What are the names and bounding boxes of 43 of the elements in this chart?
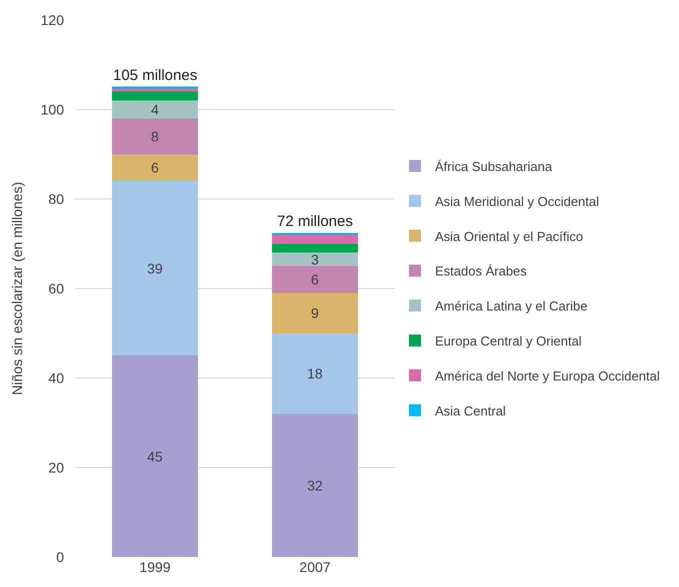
data-label: 45 (147, 448, 163, 464)
data-label: 32 (307, 477, 323, 494)
bar (272, 252, 358, 266)
bar (112, 154, 198, 182)
legend-label: América del Norte y Europa Occidental (435, 368, 660, 384)
data-label: 6 (311, 272, 319, 288)
bar (272, 234, 358, 244)
bar (112, 181, 198, 356)
y-tick-label: 60 (48, 280, 64, 296)
data-label: 8 (151, 128, 159, 144)
legend-label: África Subsahariana (435, 159, 553, 174)
legend-label: América Latina y el Caribe (435, 298, 588, 314)
total-label: 72 millones (277, 213, 353, 230)
data-label: 18 (307, 366, 323, 382)
legend-label: Asia Oriental y el Pacífico (435, 228, 584, 244)
total-label: 105 millones (113, 67, 198, 84)
data-label: 39 (147, 260, 163, 276)
bar (272, 292, 358, 334)
y-tick-label: 80 (48, 190, 64, 207)
bar (272, 266, 358, 293)
bar (112, 100, 198, 118)
bar (272, 414, 358, 557)
bar (112, 118, 198, 154)
y-tick-label: 120 (40, 12, 64, 28)
y-tick-label: 40 (48, 370, 64, 386)
y-tick-label: 20 (48, 459, 64, 476)
legend-label: Asia Meridional y Occidental (435, 194, 600, 209)
bar (112, 356, 198, 557)
y-tick-label: 100 (40, 101, 64, 118)
bar (112, 92, 198, 101)
y-axis-title: Niños sin escolarizar (en millones) (9, 182, 26, 396)
bar (272, 244, 358, 253)
x-tick-label: 1999 (139, 559, 171, 575)
data-label: 3 (311, 251, 319, 268)
data-label: 9 (311, 305, 319, 322)
x-tick-label: 2007 (299, 559, 331, 575)
legend-label: Asia Central (435, 403, 506, 418)
bar (272, 333, 358, 414)
y-tick-label: 0 (56, 548, 64, 565)
legend-label: Estados Árabes (435, 264, 528, 279)
data-label: 4 (151, 102, 159, 118)
data-label: 6 (151, 160, 159, 176)
legend-label: Europa Central y Oriental (435, 334, 582, 349)
